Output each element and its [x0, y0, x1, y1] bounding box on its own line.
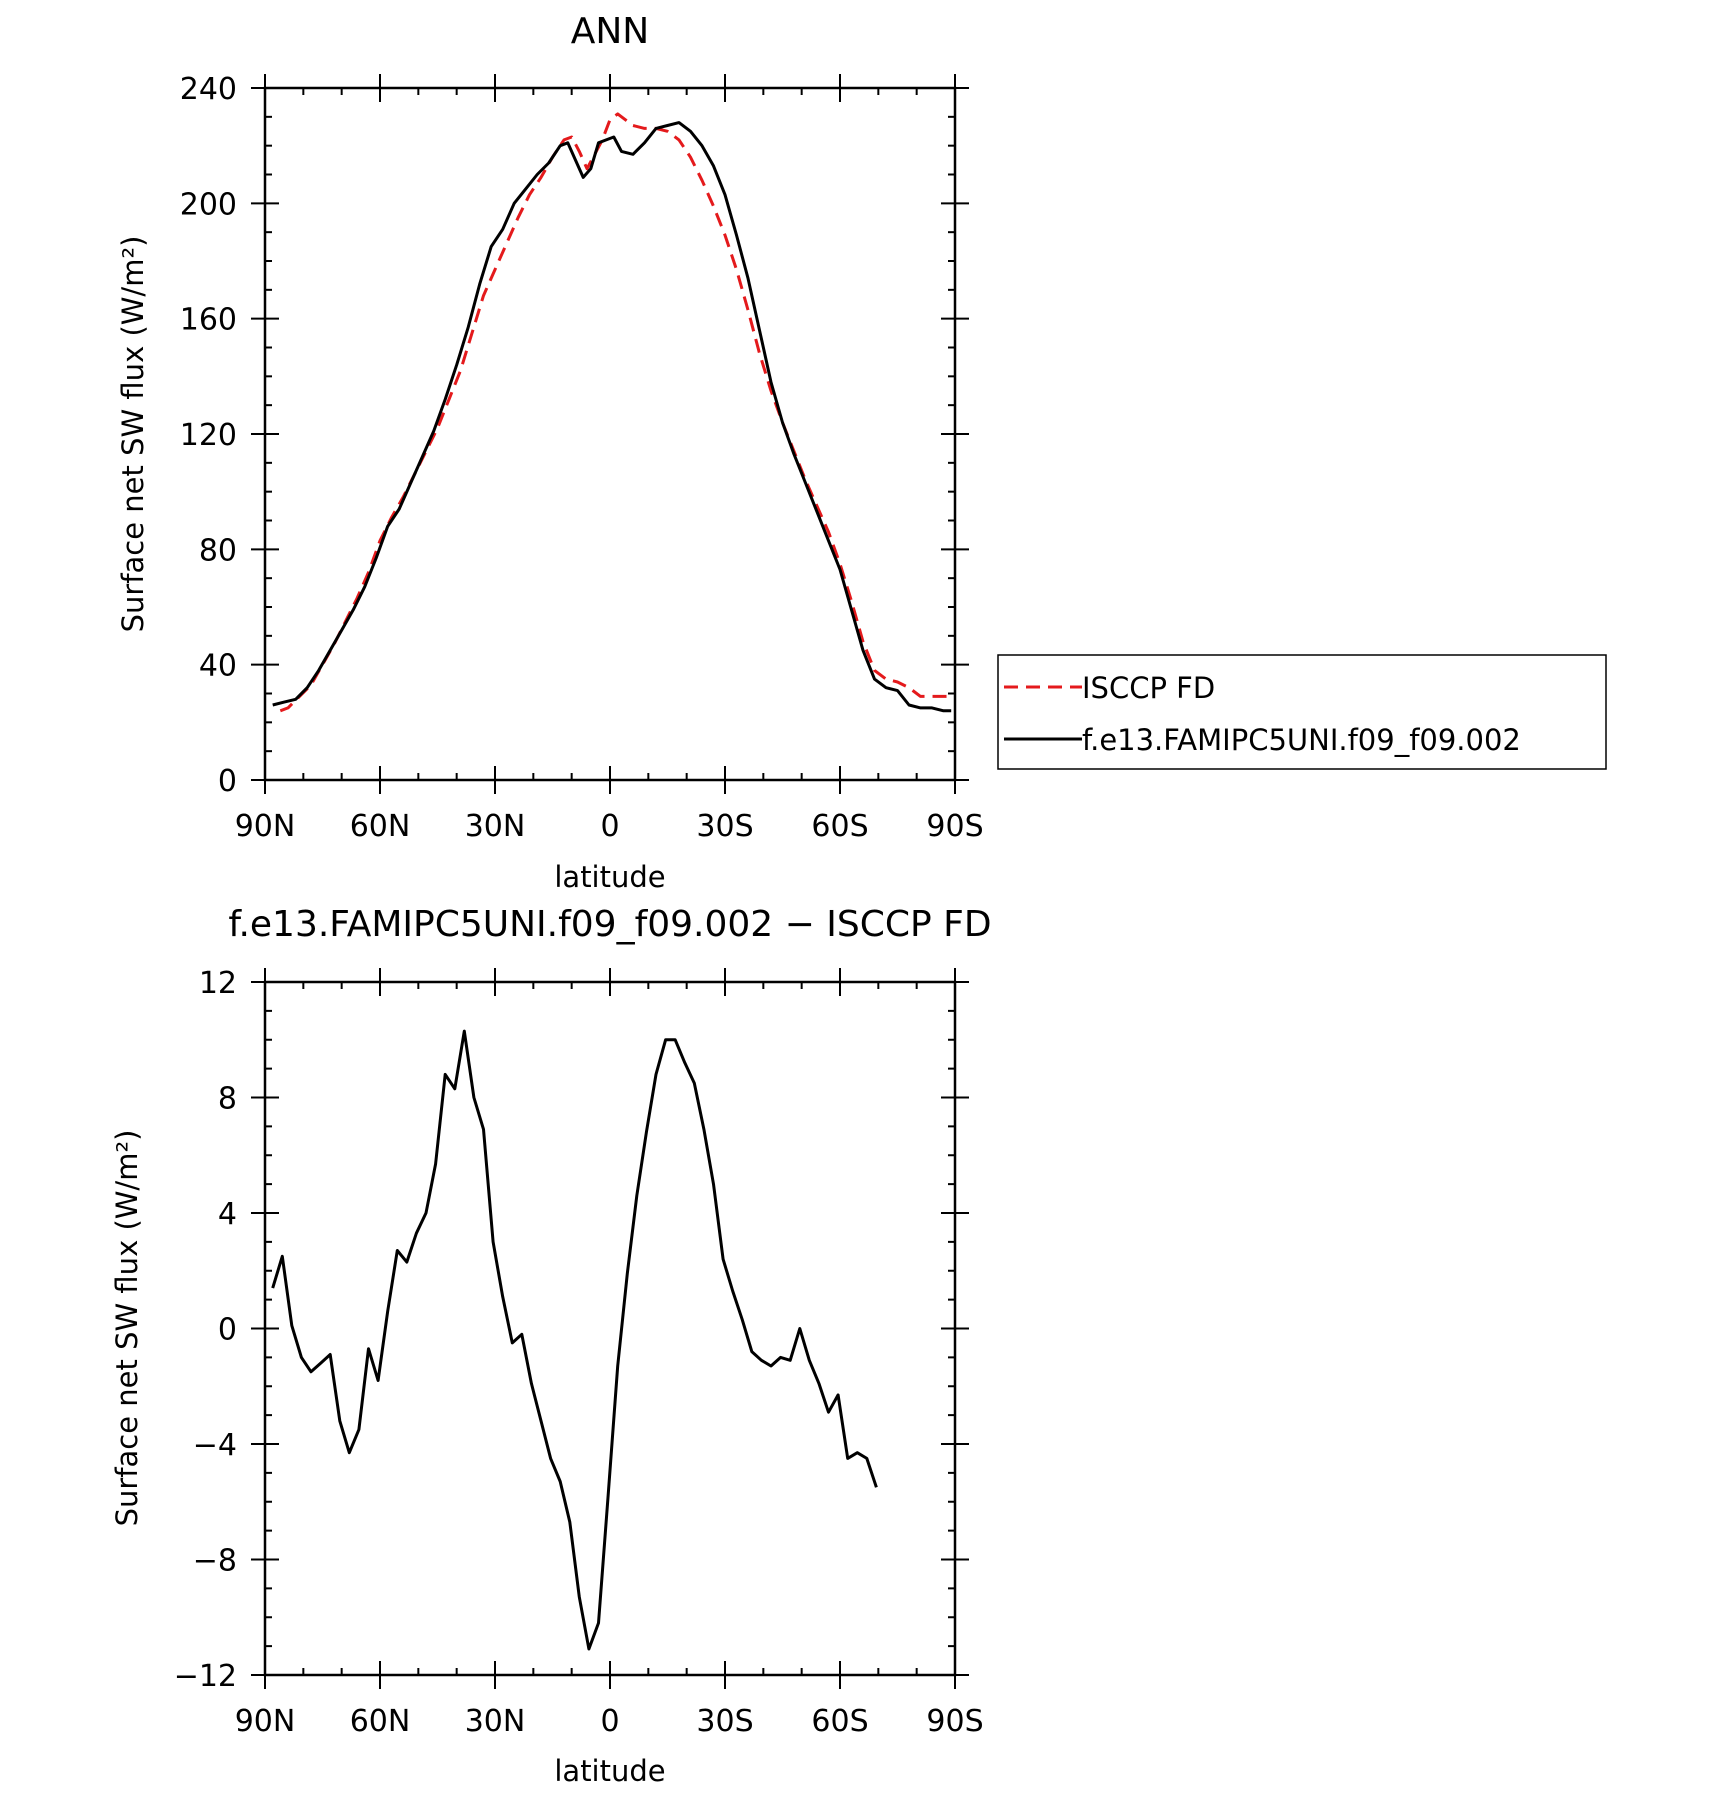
top-panel-title: ANN — [571, 11, 650, 52]
bottom-x-tick-label: 90N — [235, 1704, 296, 1739]
bottom-x-tick-label: 30N — [465, 1704, 526, 1739]
bottom-x-tick-label: 60S — [811, 1704, 868, 1739]
bottom-y-tick-label: −12 — [174, 1659, 237, 1694]
top-y-tick-label: 160 — [180, 303, 237, 338]
top-y-tick-labels: 0 40 80 120 160 200 240 — [180, 72, 237, 799]
top-series-line-1 — [272, 121, 952, 713]
top-x-tick-label: 60N — [350, 809, 411, 844]
bottom-panel: f.e13.FAMIPC5UNI.f09_f09.002 − ISCCP FD … — [110, 904, 992, 1788]
bottom-series-lines — [271, 1029, 878, 1651]
top-y-tick-label: 40 — [199, 649, 237, 684]
legend: ISCCP FD f.e13.FAMIPC5UNI.f09_f09.002 — [997, 654, 1607, 770]
bottom-x-tick-label: 60N — [350, 1704, 411, 1739]
bottom-x-tick-label: 0 — [600, 1704, 619, 1739]
legend-label-isccp: ISCCP FD — [1082, 671, 1215, 705]
bottom-y-axis-label: Surface net SW flux (W/m²) — [110, 1130, 144, 1527]
bottom-y-tick-label: 0 — [218, 1313, 237, 1348]
top-x-tick-labels: 90N 60N 30N 0 30S 60S 90S — [235, 809, 984, 844]
bottom-tick-marks — [251, 968, 969, 1689]
top-y-tick-label: 80 — [199, 533, 237, 568]
bottom-x-tick-label: 90S — [926, 1704, 983, 1739]
top-y-tick-label: 120 — [180, 418, 237, 453]
bottom-x-tick-labels: 90N 60N 30N 0 30S 60S 90S — [235, 1704, 984, 1739]
bottom-plot-frame — [263, 980, 957, 1677]
top-plot-frame — [263, 86, 957, 782]
top-x-tick-label: 60S — [811, 809, 868, 844]
top-x-tick-label: 30N — [465, 809, 526, 844]
bottom-y-tick-label: −8 — [193, 1544, 237, 1579]
bottom-y-tick-labels: −12 −8 −4 0 4 8 12 — [174, 966, 237, 1694]
bottom-x-tick-label: 30S — [696, 1704, 753, 1739]
top-series-line-0 — [279, 112, 952, 713]
legend-box — [997, 654, 1607, 770]
top-x-axis-label: latitude — [554, 860, 665, 894]
bottom-panel-title: f.e13.FAMIPC5UNI.f09_f09.002 − ISCCP FD — [228, 904, 991, 945]
top-y-tick-label: 0 — [218, 764, 237, 799]
top-x-tick-label: 90N — [235, 809, 296, 844]
bottom-y-tick-label: 12 — [199, 966, 237, 1001]
bottom-x-axis-label: latitude — [554, 1754, 665, 1788]
top-panel: ANN 90N 60N 30N 0 30S 60S 90S 0 40 80 120 160 200 24… — [116, 11, 984, 894]
bottom-y-tick-label: 4 — [218, 1197, 237, 1232]
legend-label-model: f.e13.FAMIPC5UNI.f09_f09.002 — [1082, 723, 1521, 757]
top-y-tick-label: 200 — [180, 187, 237, 222]
top-x-tick-label: 30S — [696, 809, 753, 844]
top-tick-marks — [251, 74, 969, 794]
bottom-y-tick-label: −4 — [193, 1428, 237, 1463]
bottom-series-line-0 — [271, 1029, 878, 1651]
top-x-tick-label: 90S — [926, 809, 983, 844]
top-y-tick-label: 240 — [180, 72, 237, 107]
top-y-axis-label: Surface net SW flux (W/m²) — [116, 236, 150, 633]
top-x-tick-label: 0 — [600, 809, 619, 844]
bottom-y-tick-label: 8 — [218, 1082, 237, 1117]
top-series-lines — [272, 112, 952, 713]
